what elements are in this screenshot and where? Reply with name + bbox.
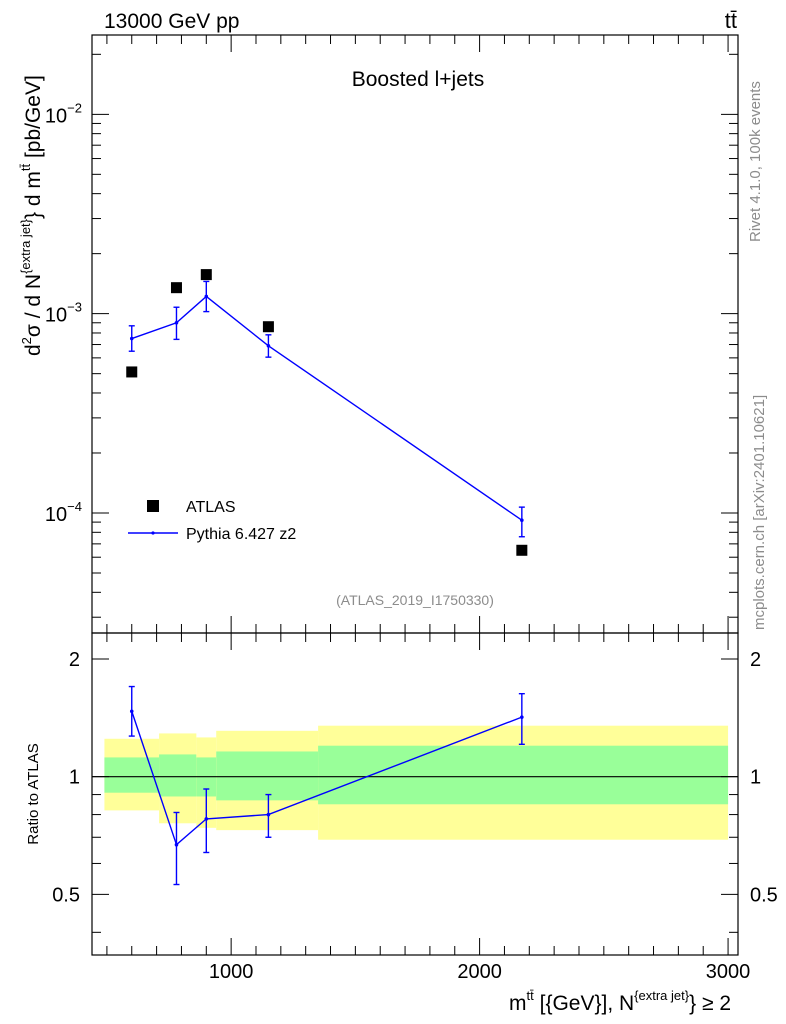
atlas-point <box>200 269 212 281</box>
ratio-point <box>266 812 271 817</box>
legend: ATLAS Pythia 6.427 z2 <box>128 499 296 543</box>
ratio-point <box>174 842 179 847</box>
main-plot-frame <box>91 34 739 634</box>
main-plot-ticks: 10−2 10−3 10−4 <box>45 35 738 633</box>
uncertainty-band-inner <box>104 757 160 793</box>
main-y-axis-label: d2σ / d N{extra jet}} d mtt̄ [pb/GeV] <box>18 75 45 356</box>
atlas-point <box>170 282 182 294</box>
pythia-point <box>204 294 209 299</box>
process-label: tt̄ <box>725 8 737 33</box>
main-plot-panel: 10−2 10−3 10−4 Boosted l+jets (ATLAS_2019_… <box>18 34 739 634</box>
x-axis-label: mtt̄ [{GeV}], N{extra jet}} ≥ 2 <box>509 988 731 1015</box>
ratio-point <box>520 715 524 719</box>
pythia-point <box>520 518 524 523</box>
ratio-y-axis-label: Ratio to ATLAS <box>25 743 42 844</box>
pythia-point <box>129 336 134 341</box>
atlas-point <box>262 321 274 333</box>
x-tick-label: 2000 <box>457 961 502 983</box>
ratio-y-tick-label: 2 <box>69 649 80 671</box>
ratio-y-tick-label: 0.5 <box>52 884 80 906</box>
atlas-point <box>516 544 528 556</box>
ratio-y-tick-label: 1 <box>69 767 80 789</box>
main-plot-marks <box>126 269 528 556</box>
ratio-y-tick-label-right: 2 <box>750 649 761 671</box>
x-tick-label: 1000 <box>209 961 254 983</box>
uncertainty-band-inner <box>216 751 319 801</box>
pythia-point <box>174 320 179 325</box>
y-tick-label: 10−4 <box>45 499 82 526</box>
pythia-point <box>266 343 271 348</box>
y-tick-label: 10−3 <box>45 300 82 327</box>
ratio-point <box>129 709 134 714</box>
ratio-plot-ticks: 1000 2000 3000 2 2 1 1 0.5 0.5 <box>52 633 778 983</box>
rivet-label: Rivet 4.1.0, 100k events <box>747 81 764 242</box>
ratio-point <box>204 817 209 821</box>
plot-title: Boosted l+jets <box>352 68 485 91</box>
legend-atlas-label: ATLAS <box>186 499 236 516</box>
legend-atlas-marker <box>147 500 159 512</box>
x-tick-label: 3000 <box>706 961 751 983</box>
pythia-line <box>131 295 523 521</box>
ratio-y-tick-label-right: 1 <box>750 767 761 789</box>
legend-pythia-label: Pythia 6.427 z2 <box>186 526 296 543</box>
atlas-point <box>126 366 138 378</box>
ratio-plot-marks <box>92 685 738 886</box>
uncertainty-band-inner <box>318 745 729 805</box>
y-tick-label: 10−2 <box>45 100 82 127</box>
mcplots-label: mcplots.cern.ch [arXiv:2401.10621] <box>751 395 768 630</box>
analysis-label: (ATLAS_2019_I1750330) <box>336 592 494 608</box>
ratio-plot-frame <box>91 632 739 956</box>
legend-pythia-marker <box>151 531 155 535</box>
ratio-plot-panel: 1000 2000 3000 2 2 1 1 0.5 0.5 Ratio to ATLAS mt… <box>25 632 778 1015</box>
uncertainty-band-inner <box>159 754 197 797</box>
ratio-y-tick-label-right: 0.5 <box>750 884 778 906</box>
energy-label: 13000 GeV pp <box>104 10 239 33</box>
